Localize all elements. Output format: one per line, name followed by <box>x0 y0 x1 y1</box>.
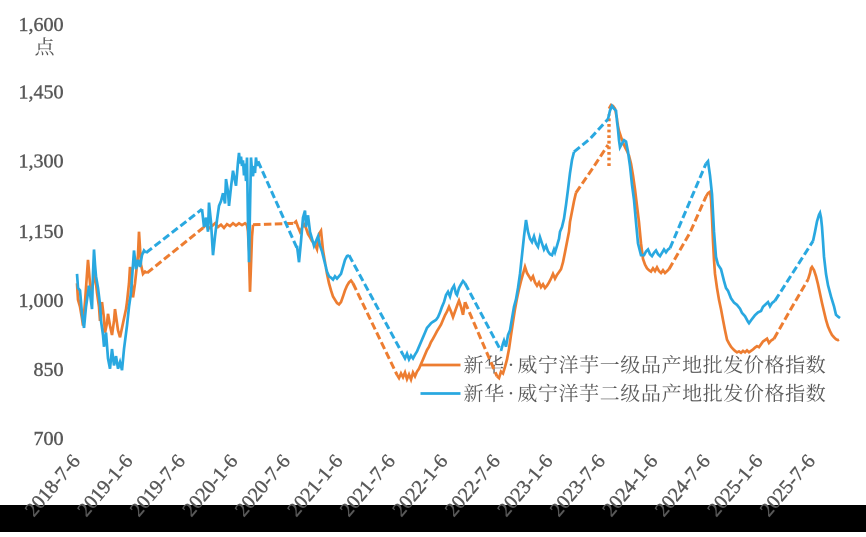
svg-text:1,150: 1,150 <box>19 221 64 243</box>
svg-text:850: 850 <box>34 359 64 381</box>
svg-text:1,000: 1,000 <box>19 290 64 312</box>
svg-text:1,600: 1,600 <box>19 14 64 36</box>
svg-text:1,450: 1,450 <box>19 81 64 103</box>
svg-text:700: 700 <box>34 428 64 450</box>
svg-text:1,300: 1,300 <box>19 150 64 172</box>
